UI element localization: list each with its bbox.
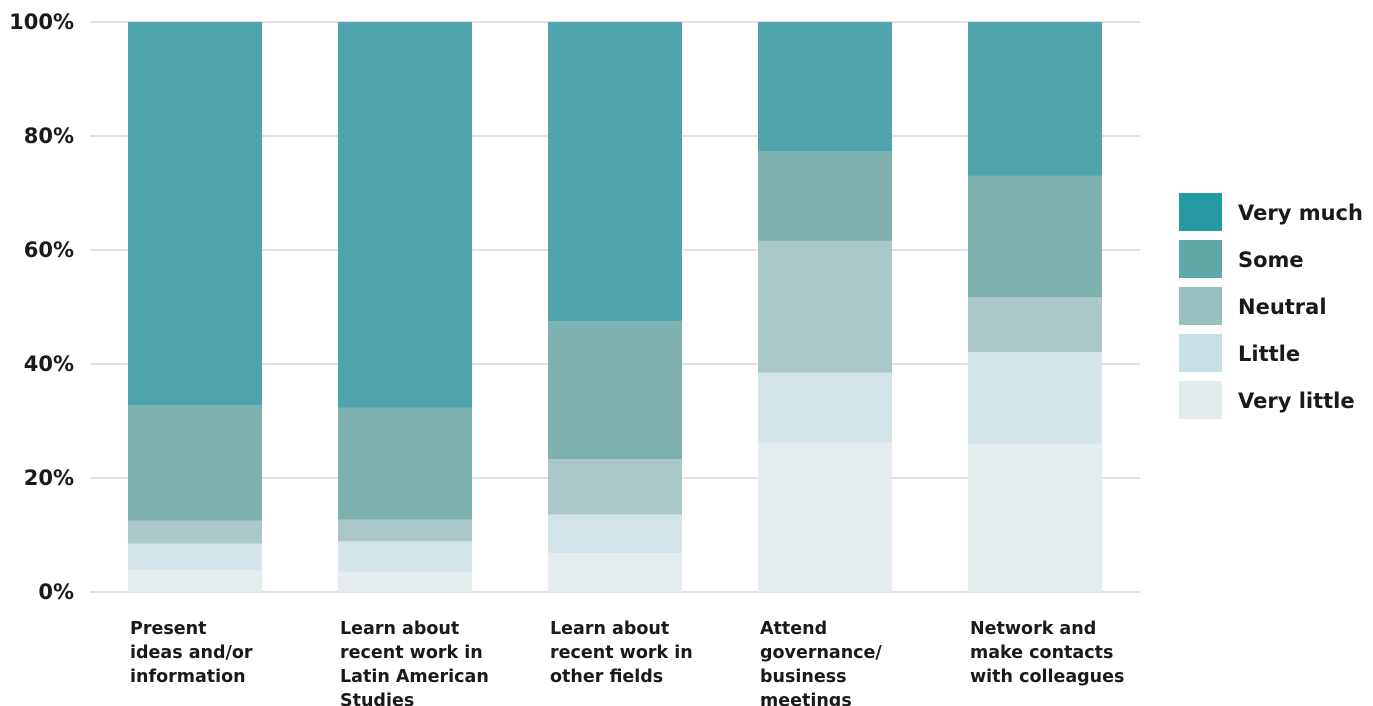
x-category-label: Learn about recent work in Latin American S… [340, 619, 489, 706]
y-tick-label: 20% [24, 466, 74, 490]
legend-label: Very much [1238, 201, 1363, 225]
y-axis-ticks: 0% 20% 40% 60% 80% 100% [9, 10, 74, 604]
bar-segment [968, 297, 1102, 353]
bar-segment [548, 22, 682, 322]
legend-swatch [1179, 287, 1222, 325]
bar-segment [758, 442, 892, 592]
bar-segment [758, 240, 892, 373]
bar-segment [548, 321, 682, 460]
bar-segment [338, 571, 472, 592]
bar-segment [338, 407, 472, 520]
legend-swatch [1179, 193, 1222, 231]
bar-segment [128, 543, 262, 571]
legend: Very much Some Neutral Little Very little [1179, 193, 1363, 419]
y-tick-label: 80% [24, 124, 74, 148]
bar-segment [758, 22, 892, 152]
legend-swatch [1179, 381, 1222, 419]
bar-segment [968, 22, 1102, 176]
x-axis-categories: Present ideas and/or information Learn abou… [130, 619, 1124, 706]
x-category-label: Present ideas and/or information [130, 619, 253, 687]
bar-segment [968, 443, 1102, 592]
x-category-label: Learn about recent work in other fields [550, 619, 693, 687]
bar-segment [548, 553, 682, 592]
bar-segment [758, 151, 892, 241]
x-category-label: Attend governance/business meetings [760, 619, 882, 706]
bar-segment [968, 175, 1102, 298]
bar-segment [338, 519, 472, 542]
bars [128, 22, 1102, 592]
y-tick-label: 100% [9, 10, 74, 34]
bar-segment [338, 22, 472, 408]
legend-label: Very little [1238, 389, 1355, 413]
bar-segment [548, 459, 682, 515]
bar-segment [548, 514, 682, 554]
legend-label: Little [1238, 342, 1300, 366]
bar-segment [968, 352, 1102, 444]
legend-label: Neutral [1238, 295, 1327, 319]
bar-segment [128, 520, 262, 544]
bar-segment [128, 405, 262, 521]
legend-swatch [1179, 334, 1222, 372]
y-tick-label: 0% [38, 580, 74, 604]
legend-label: Some [1238, 248, 1304, 272]
bar-segment [338, 541, 472, 572]
y-tick-label: 60% [24, 238, 74, 262]
bar-segment [128, 22, 262, 406]
bar-segment [128, 570, 262, 592]
bar-segment [758, 372, 892, 443]
x-category-label: Network and make contacts with colleagues [970, 619, 1124, 687]
y-tick-label: 40% [24, 352, 74, 376]
legend-swatch [1179, 240, 1222, 278]
